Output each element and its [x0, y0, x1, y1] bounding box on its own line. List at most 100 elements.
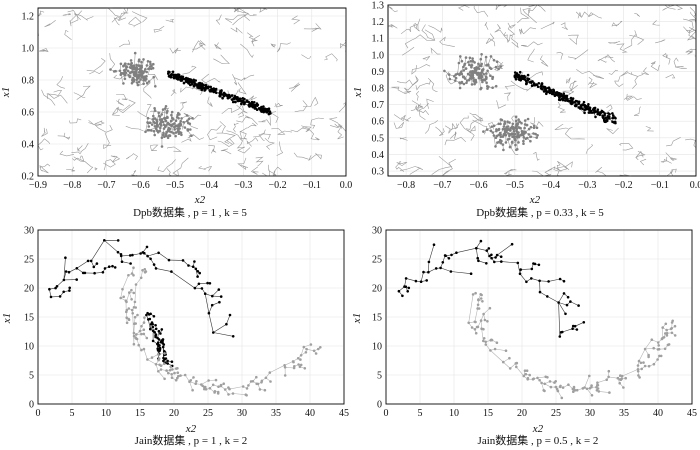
data-point: [124, 71, 128, 74]
tree-edge: [494, 24, 506, 36]
tree-edge: [652, 20, 660, 26]
tree-edge: [113, 17, 127, 26]
data-point: [192, 78, 195, 82]
data-point: [469, 272, 473, 276]
data-point: [136, 83, 140, 87]
subplot-caption: Jain数据集 , p = 1 , k = 2: [135, 433, 248, 447]
data-point: [156, 341, 160, 344]
data-point: [297, 363, 300, 366]
data-point: [494, 145, 497, 148]
x-tick-label: 10: [449, 408, 459, 419]
data-point: [460, 59, 464, 63]
tree-edge: [125, 153, 138, 161]
tree-edge: [472, 119, 488, 135]
data-point: [522, 142, 525, 145]
y-tick-label: 0: [377, 400, 382, 411]
tree-edge: [44, 19, 56, 28]
data-point: [231, 392, 235, 395]
data-point: [130, 298, 133, 301]
data-point: [540, 82, 544, 85]
data-point: [164, 105, 168, 108]
data-point: [49, 295, 53, 299]
data-point: [523, 369, 527, 373]
data-point: [64, 256, 67, 260]
data-point: [474, 320, 477, 324]
data-point: [605, 378, 608, 382]
data-point: [149, 62, 152, 66]
data-point: [487, 64, 490, 67]
tree-edge: [391, 86, 412, 95]
data-point: [535, 136, 538, 139]
data-point: [492, 124, 496, 128]
data-point: [647, 355, 650, 359]
data-point: [499, 133, 502, 136]
data-point: [526, 117, 530, 121]
data-point: [516, 261, 520, 265]
data-point: [538, 290, 542, 294]
data-point: [482, 68, 485, 71]
x-tick-label: 5: [418, 408, 423, 419]
data-point: [513, 135, 516, 138]
y-tick-label: 1.2: [22, 12, 35, 23]
data-point: [590, 111, 594, 114]
data-point: [191, 117, 194, 120]
data-point: [217, 385, 220, 389]
tree-edge: [94, 120, 103, 126]
tree-edge: [632, 74, 644, 89]
data-point: [153, 133, 156, 137]
data-point: [471, 57, 474, 60]
data-point: [527, 133, 531, 136]
tree-edge: [673, 57, 684, 68]
tree-edge: [116, 98, 125, 106]
data-point: [546, 376, 549, 379]
data-point: [160, 328, 164, 331]
data-point: [622, 386, 625, 389]
tree-edge: [444, 123, 458, 130]
data-point: [476, 325, 480, 329]
data-point: [107, 265, 111, 269]
data-point: [149, 327, 152, 331]
x-tick-label: 0.0: [690, 180, 700, 191]
data-point: [562, 279, 566, 283]
data-point: [116, 239, 120, 242]
data-point: [223, 388, 227, 391]
tree-edge: [650, 61, 660, 72]
tree-edge: [606, 127, 619, 135]
data-point: [460, 80, 464, 84]
data-point: [564, 312, 567, 316]
data-point: [158, 129, 161, 133]
tree-edge: [271, 128, 292, 135]
data-point: [514, 115, 518, 119]
data-point: [158, 346, 162, 350]
data-point: [309, 343, 313, 346]
data-point: [469, 59, 473, 63]
data-point: [131, 312, 134, 315]
data-point: [670, 327, 673, 330]
data-point: [499, 255, 503, 258]
data-point: [216, 392, 220, 395]
tree-edge: [413, 18, 421, 32]
data-point: [504, 133, 508, 137]
tree-edge: [37, 138, 51, 151]
data-point: [608, 115, 611, 119]
data-point: [636, 370, 640, 373]
data-point: [664, 322, 668, 326]
data-point: [153, 125, 157, 128]
data-point: [523, 119, 527, 122]
data-point: [256, 103, 260, 107]
data-point: [170, 113, 173, 117]
data-point: [397, 289, 401, 293]
tree-edge: [427, 77, 438, 92]
data-point: [62, 278, 66, 282]
data-point: [131, 253, 134, 257]
data-point: [502, 125, 506, 128]
panel-dpb-p1: Dpb数据集 , p = 1 , k = 5 x2 x1 −0.9 −0.8 −0.…: [0, 7, 352, 219]
data-point: [166, 109, 169, 113]
data-point: [132, 274, 135, 277]
data-point: [268, 371, 272, 374]
tree-edge: [401, 116, 412, 122]
data-point: [182, 81, 186, 85]
data-point: [75, 278, 78, 281]
x-tick-label: −0.9: [29, 180, 47, 191]
data-point: [511, 122, 515, 126]
